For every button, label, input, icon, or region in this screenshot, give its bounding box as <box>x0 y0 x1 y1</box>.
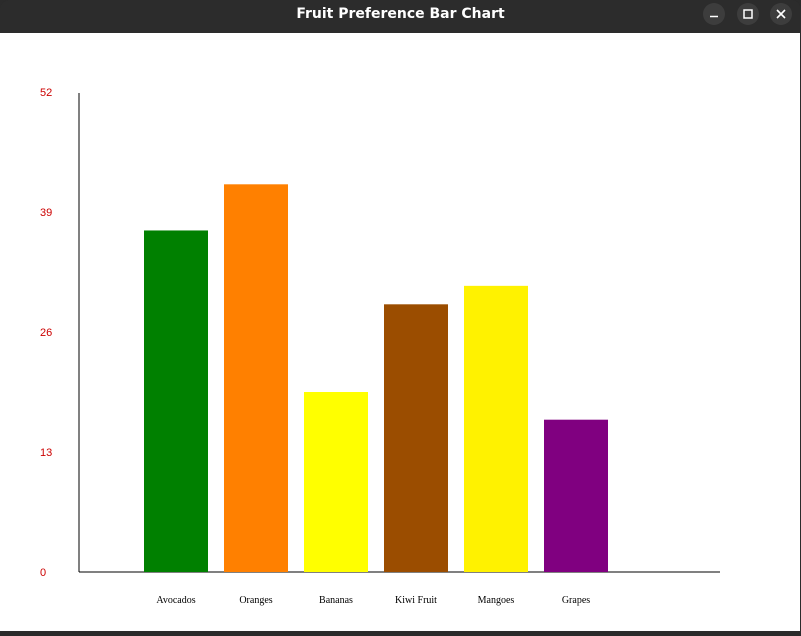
x-tick-label: Grapes <box>562 595 590 606</box>
y-tick-label: 26 <box>40 327 52 339</box>
bar-oranges <box>224 184 288 573</box>
bars <box>144 184 608 573</box>
bar-grapes <box>544 419 608 572</box>
chart-canvas: 0 13 26 39 52 Avocados Oranges Bananas Kiwi Fru… <box>0 33 800 631</box>
close-button[interactable] <box>770 3 792 25</box>
x-tick-label: Kiwi Fruit <box>395 595 437 606</box>
x-tick-label: Avocados <box>156 595 195 606</box>
bar-bananas <box>304 392 368 572</box>
y-tick-label: 39 <box>40 207 52 219</box>
x-tick-label: Bananas <box>319 595 353 606</box>
y-tick-labels: 0 13 26 39 52 <box>40 87 52 579</box>
title-bar[interactable]: Fruit Preference Bar Chart <box>0 0 801 33</box>
bar-kiwi-fruit <box>384 304 448 572</box>
bar-mangoes <box>464 285 528 572</box>
x-tick-labels: Avocados Oranges Bananas Kiwi Fruit Mangoes G… <box>156 595 590 606</box>
x-tick-label: Oranges <box>239 595 272 606</box>
bar-avocados <box>144 230 208 572</box>
y-tick-label: 0 <box>40 567 46 579</box>
window-title: Fruit Preference Bar Chart <box>296 6 505 22</box>
bar-chart: 0 13 26 39 52 Avocados Oranges Bananas Kiwi Fru… <box>40 87 720 606</box>
minimize-icon <box>710 15 718 18</box>
y-tick-label: 13 <box>40 447 52 459</box>
y-tick-label: 52 <box>40 87 52 99</box>
maximize-icon <box>743 9 753 19</box>
x-tick-label: Mangoes <box>478 595 515 606</box>
maximize-button[interactable] <box>737 3 759 25</box>
minimize-button[interactable] <box>703 3 725 25</box>
close-icon <box>776 9 786 19</box>
